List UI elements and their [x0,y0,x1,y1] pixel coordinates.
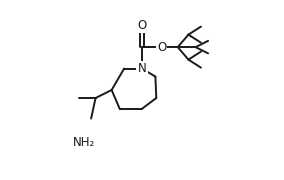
Text: O: O [157,41,166,54]
Text: NH₂: NH₂ [73,136,95,148]
Text: N: N [138,62,146,75]
Text: O: O [137,19,147,32]
